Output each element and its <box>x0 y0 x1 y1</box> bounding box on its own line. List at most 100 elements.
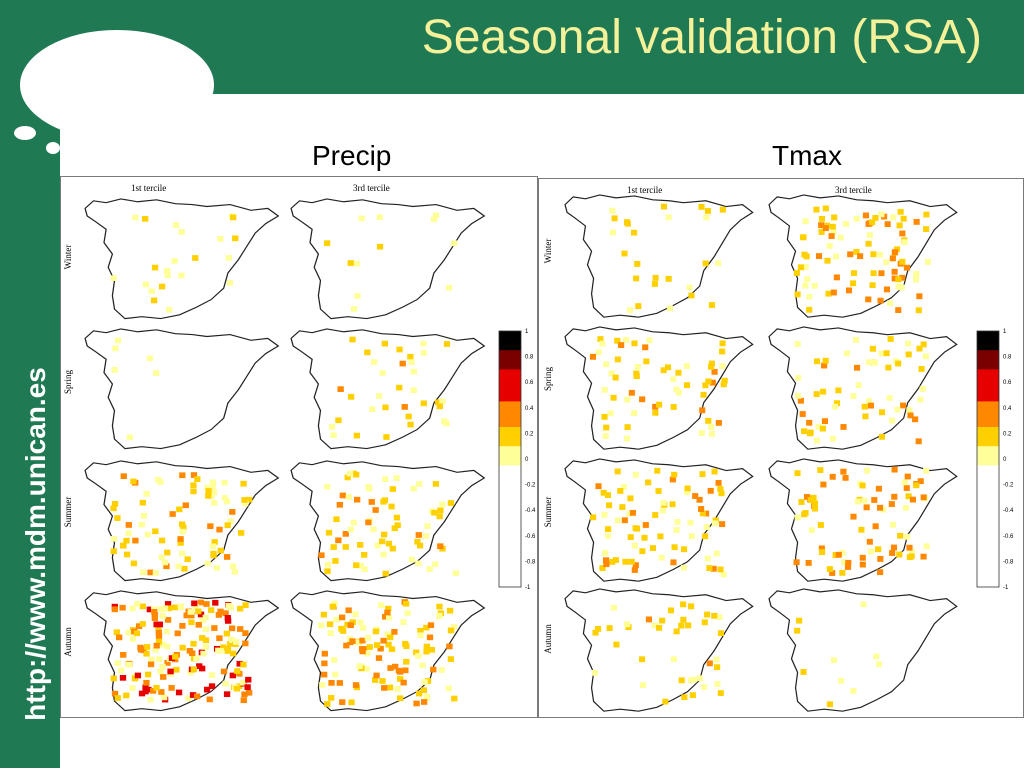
heat-cell <box>701 684 708 690</box>
heat-cell <box>869 345 876 352</box>
heat-cell <box>189 650 196 657</box>
heat-cell <box>901 479 908 486</box>
heat-cell <box>133 630 141 637</box>
heat-cell <box>919 386 926 392</box>
heat-cell <box>890 544 898 551</box>
heat-cell <box>828 233 835 239</box>
colorbar-segment <box>499 516 521 524</box>
heat-cell <box>590 514 597 521</box>
heat-cell <box>241 497 248 503</box>
colorbar: 1 0.8 0.6 0.4 0.2 0 -0.2 -0.4 -0.6 -0.8 -1 <box>976 329 1014 591</box>
heat-cell <box>826 566 833 572</box>
spain-map <box>290 328 486 450</box>
heat-cell <box>163 628 170 635</box>
heat-cell <box>370 526 377 533</box>
heat-cell <box>373 672 380 679</box>
heat-cell <box>397 668 404 675</box>
heat-cell <box>659 617 666 624</box>
heat-cell <box>666 305 674 312</box>
heat-cell <box>424 678 432 684</box>
spain-map <box>290 198 486 320</box>
heat-cell <box>240 480 247 487</box>
heat-cell <box>132 537 139 544</box>
colorbar-tick-label: -0.2 <box>1003 483 1014 489</box>
heat-cell <box>147 661 155 668</box>
heat-cell <box>818 545 825 552</box>
heat-cell <box>181 565 188 572</box>
heat-cell <box>439 398 446 405</box>
heat-cell <box>144 671 152 678</box>
heat-cell <box>601 386 608 393</box>
heat-cell <box>799 411 806 417</box>
colorbar-tick-label: 0.4 <box>525 406 534 412</box>
heat-cell <box>618 342 625 348</box>
heat-cell <box>358 215 365 222</box>
heat-cell <box>184 556 191 563</box>
heat-cell <box>896 551 903 558</box>
heat-cell <box>352 611 359 618</box>
heat-cell <box>912 276 920 283</box>
heat-cell <box>114 660 121 666</box>
heat-cell <box>643 358 650 365</box>
heat-cell <box>660 203 668 210</box>
colorbar-segment <box>499 331 521 338</box>
heat-cell <box>847 251 854 258</box>
heat-cell <box>660 499 667 506</box>
colorbar-segment <box>977 555 999 562</box>
heat-cell <box>684 485 691 492</box>
heat-cell <box>721 377 728 384</box>
heat-cell <box>225 255 232 261</box>
col-title: 1st tercile <box>131 183 166 193</box>
heat-cell <box>221 479 228 486</box>
heat-cell <box>894 406 901 413</box>
heat-cell <box>410 387 417 394</box>
heat-cell <box>829 223 836 230</box>
heat-cell <box>137 644 144 651</box>
heat-cell <box>850 687 857 694</box>
heat-cell <box>155 633 163 639</box>
heat-cell <box>380 551 387 558</box>
heat-cell <box>237 530 245 536</box>
heat-cell <box>237 626 244 632</box>
heat-cell <box>635 303 642 310</box>
heat-cell <box>236 660 243 667</box>
heat-cell <box>822 225 829 232</box>
heat-cell <box>907 412 914 419</box>
heat-cell <box>426 634 434 641</box>
heat-cell <box>696 496 703 503</box>
heat-cell <box>110 505 117 512</box>
heat-cell <box>347 526 354 533</box>
heat-cell <box>227 640 234 647</box>
heat-cell <box>603 361 610 368</box>
heat-cell <box>164 617 172 623</box>
heat-cell <box>388 646 396 653</box>
colorbar-segment <box>977 414 999 422</box>
heat-cell <box>388 503 395 510</box>
heat-cell <box>187 609 194 615</box>
heat-cell <box>240 661 247 668</box>
heat-cell <box>811 500 818 507</box>
heat-cell <box>199 617 206 624</box>
heat-cell <box>657 533 664 540</box>
heat-cell <box>895 276 902 283</box>
heat-cell <box>711 368 718 375</box>
heat-cell <box>897 532 904 539</box>
heat-cell <box>167 668 174 675</box>
colorbar-tick-label: 0.2 <box>525 431 534 437</box>
heat-cell <box>795 392 802 399</box>
heat-cell <box>164 660 171 666</box>
heat-cell <box>432 561 439 568</box>
heat-cell <box>120 473 127 480</box>
heat-cell <box>880 506 887 513</box>
heat-cell <box>922 353 929 360</box>
colorbar-segment <box>499 350 521 358</box>
heat-cell <box>804 494 811 500</box>
heat-cell <box>240 697 247 704</box>
colorbar-segment <box>499 478 521 486</box>
heat-cell <box>205 488 212 494</box>
heat-cell <box>673 386 680 393</box>
heat-cell <box>656 624 663 631</box>
heat-cell <box>407 421 414 428</box>
heat-cell <box>629 509 636 516</box>
heat-cell <box>353 496 361 503</box>
